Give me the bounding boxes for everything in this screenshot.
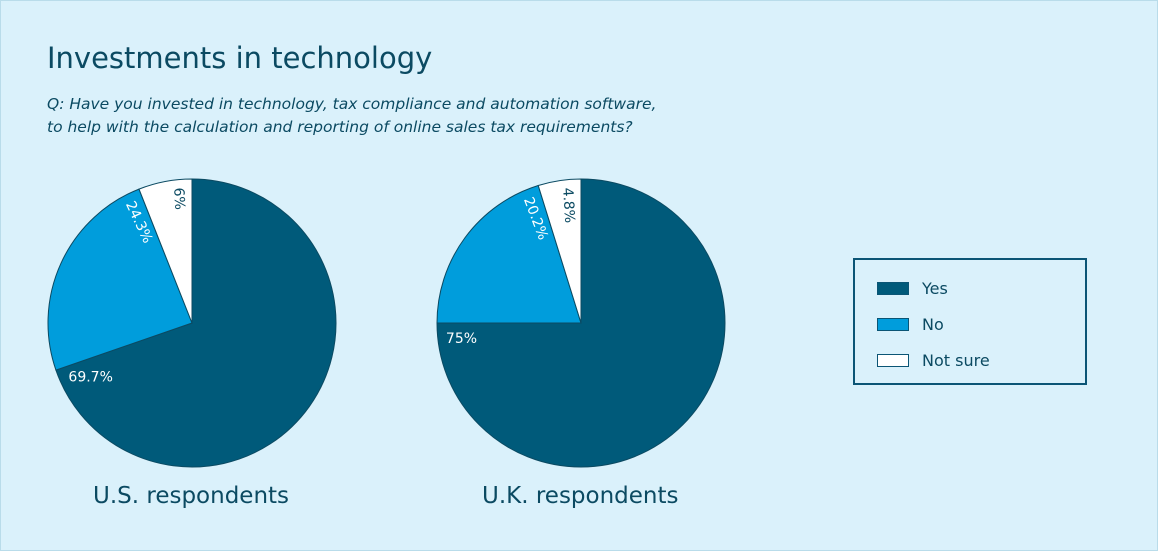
legend: Yes No Not sure xyxy=(853,258,1087,385)
legend-swatch xyxy=(877,354,909,367)
pie-slice-no xyxy=(436,184,582,324)
chart-title: Investments in technology xyxy=(47,41,433,75)
chart-subtitle: Q: Have you invested in technology, tax … xyxy=(47,93,747,139)
slice-label: 6% xyxy=(170,187,187,210)
legend-label: Not sure xyxy=(922,351,990,370)
slice-label: 75% xyxy=(446,331,477,347)
pie-slice-yes xyxy=(436,178,726,468)
pie-slice-no xyxy=(47,188,193,371)
us-pie-caption: U.S. respondents xyxy=(93,483,290,509)
subtitle-line: Q: Have you invested in technology, tax … xyxy=(47,95,657,113)
legend-item-no: No xyxy=(877,315,944,334)
subtitle-line: to help with the calculation and reporti… xyxy=(47,118,633,136)
pie-slice-yes xyxy=(55,178,337,468)
slice-label: 69.7% xyxy=(68,370,112,386)
slice-label: 4.8% xyxy=(559,187,577,223)
legend-item-yes: Yes xyxy=(877,279,948,298)
legend-item-not-sure: Not sure xyxy=(877,351,990,370)
legend-label: No xyxy=(922,315,944,334)
pie-slice-not-sure xyxy=(138,178,193,324)
legend-swatch xyxy=(877,282,909,295)
pie-slice-not-sure xyxy=(537,178,582,324)
legend-swatch xyxy=(877,318,909,331)
legend-label: Yes xyxy=(922,279,948,298)
uk-pie-caption: U.K. respondents xyxy=(482,483,679,509)
